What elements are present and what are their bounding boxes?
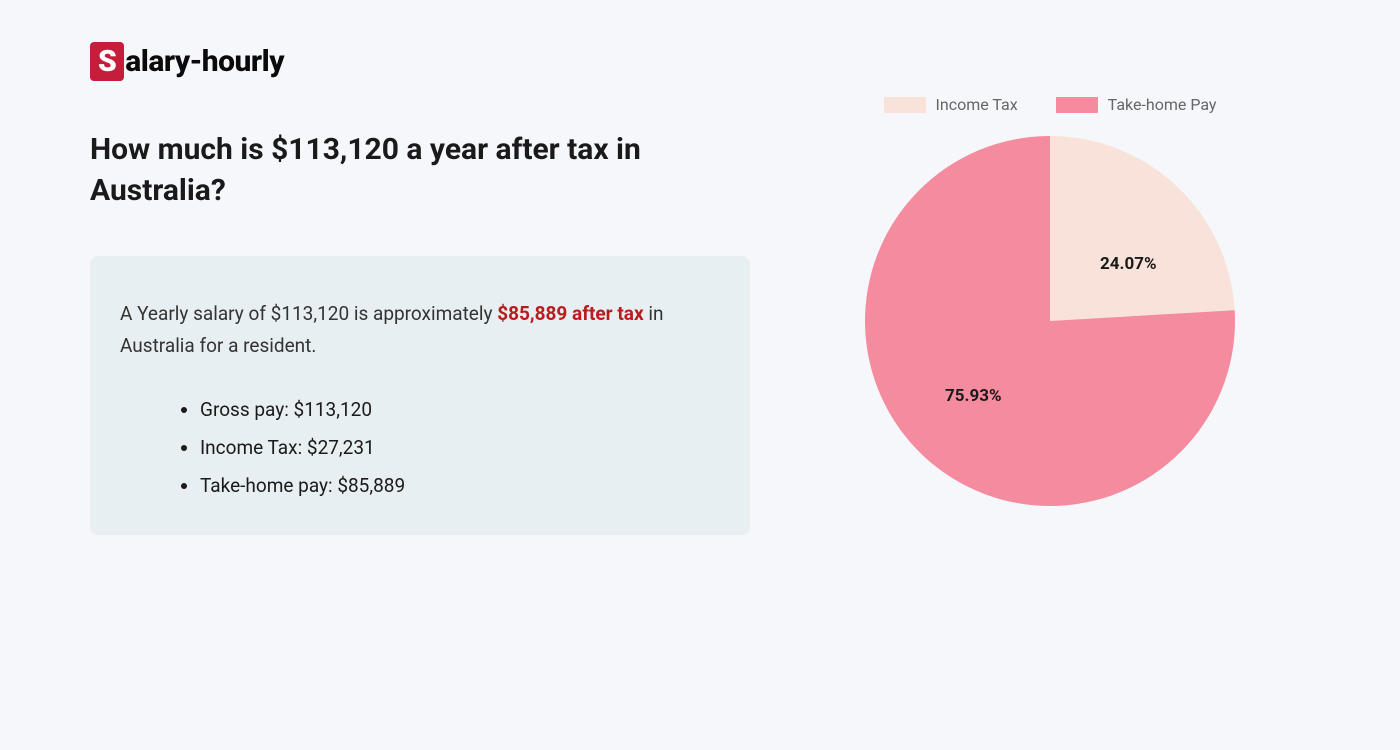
legend-label: Income Tax (936, 95, 1018, 114)
legend-item-take-home: Take-home Pay (1056, 95, 1217, 114)
pie-slice-label: 75.93% (945, 386, 1002, 406)
page-heading: How much is $113,120 a year after tax in… (90, 130, 750, 211)
pie-slice (1050, 136, 1235, 321)
site-logo: Salary-hourly (90, 42, 284, 81)
legend-swatch (1056, 97, 1098, 113)
logo-text: alary-hourly (125, 44, 284, 79)
pie-slice-label: 24.07% (1100, 254, 1157, 274)
breakdown-item: Take-home pay: $85,889 (200, 467, 720, 505)
breakdown-list: Gross pay: $113,120 Income Tax: $27,231 … (120, 391, 720, 505)
pie-chart-area: Income Tax Take-home Pay 24.07% 75.93% (830, 95, 1270, 506)
summary-highlight: $85,889 after tax (497, 302, 643, 325)
legend-swatch (884, 97, 926, 113)
logo-badge: S (90, 42, 124, 81)
legend-label: Take-home Pay (1108, 95, 1217, 114)
legend-item-income-tax: Income Tax (884, 95, 1018, 114)
summary-text: A Yearly salary of $113,120 is approxima… (120, 298, 720, 363)
chart-legend: Income Tax Take-home Pay (830, 95, 1270, 114)
breakdown-item: Income Tax: $27,231 (200, 429, 720, 467)
pie-chart: 24.07% 75.93% (865, 136, 1235, 506)
breakdown-item: Gross pay: $113,120 (200, 391, 720, 429)
pie-svg (865, 136, 1235, 506)
summary-box: A Yearly salary of $113,120 is approxima… (90, 256, 750, 535)
summary-prefix: A Yearly salary of $113,120 is approxima… (120, 302, 497, 325)
content-left: How much is $113,120 a year after tax in… (90, 130, 750, 535)
